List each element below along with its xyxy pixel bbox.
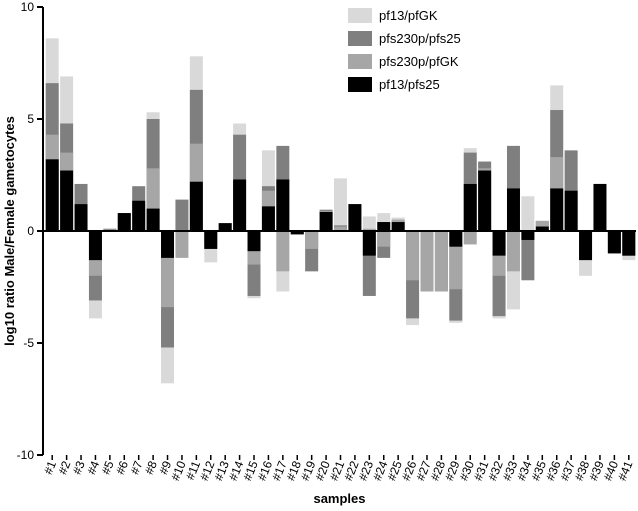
bar-1-s34 [521,196,535,231]
bar-3-s19 [305,231,319,249]
bar-4-s1 [45,159,59,231]
legend-swatch [348,54,372,69]
bar-4-s31 [478,170,492,231]
bar-4-s13 [218,223,232,231]
x-tick-label: #4 [84,459,102,477]
legend: pf13/pfGK pfs230p/pfs25 pfs230p/pfGK pf13/p… [348,8,461,92]
bar-4-s17 [276,179,290,231]
x-tick-label: #8 [142,459,160,477]
x-tick-label: #3 [70,459,88,477]
bar-4-s3 [74,204,88,231]
x-tick-label: #1 [41,459,59,477]
bar-4-s39 [593,183,607,231]
x-axis-label: samples [313,491,365,506]
bar-1-s23 [362,216,376,231]
bar-3-s35 [535,220,549,231]
bar-4-s35 [535,226,549,231]
bar-3-s26 [406,231,420,281]
y-tick-label: -5 [23,336,34,350]
legend-swatch [348,8,372,23]
x-tick-label: #7 [127,459,145,477]
x-tick-label: #6 [113,459,131,477]
bar-4-s23 [362,231,376,256]
legend-swatch [348,31,372,46]
y-axis-label: log10 ratio Male/Female gametocytes [2,116,17,346]
bar-4-s38 [579,231,593,261]
bar-4-s25 [391,222,405,231]
axes-group: -10-50510#1#2#3#4#5#6#7#8#9#10#11#12#13#… [17,0,636,483]
bar-4-s20 [319,211,333,231]
x-tick-label: #5 [99,459,117,477]
bar-4-s9 [161,231,175,258]
bar-4-s14 [233,179,247,231]
bar-3-s23 [362,228,376,231]
bar-4-s11 [189,181,203,231]
bar-4-s12 [204,231,218,249]
y-tick-label: 0 [27,224,34,238]
bar-4-s29 [449,231,463,247]
x-tick-label: #9 [156,459,174,477]
y-tick-label: 5 [27,112,34,126]
bar-3-s33 [506,231,520,272]
legend-label: pfs230p/pfs25 [379,31,461,46]
legend-swatch [348,77,372,92]
bar-4-s30 [463,183,477,231]
bar-4-s7 [132,200,146,231]
bar-3-s21 [334,226,347,231]
x-tick-label: #2 [55,459,73,477]
bar-4-s36 [550,188,564,231]
bar-4-s37 [564,190,578,231]
bars-group [45,38,636,384]
legend-label: pfs230p/pfGK [379,54,459,69]
bar-4-s4 [88,231,102,261]
bar-4-s2 [60,170,74,231]
bar-3-s28 [434,231,448,292]
bar-4-s34 [521,231,535,240]
bar-4-s41 [622,231,636,256]
legend-label: pf13/pfGK [379,8,438,23]
bar-2-s10 [175,199,189,231]
bar-4-s16 [261,206,275,231]
bar-4-s32 [492,231,506,256]
bar-3-s17 [276,231,290,272]
bar-4-s40 [607,231,621,254]
bar-3-s27 [420,231,434,292]
bar-4-s33 [506,188,520,231]
bar-4-s15 [247,231,261,252]
bar-3-s24 [377,231,391,247]
bar-4-s24 [377,222,391,231]
bar-4-s18 [290,231,304,235]
y-tick-label: 10 [21,0,35,14]
bar-3-s10 [175,231,189,258]
legend-label: pf13/pfs25 [379,77,440,92]
x-tick-label: #11 [183,459,203,482]
bar-1-s21 [334,178,347,231]
bar-2-s34 [521,231,535,281]
bar-4-s22 [348,204,362,231]
bar-3-s30 [463,231,477,245]
y-tick-label: -10 [17,448,35,462]
bar-4-s6 [117,213,131,231]
bar-4-s8 [146,208,160,231]
x-tick-label: #41 [615,459,636,483]
